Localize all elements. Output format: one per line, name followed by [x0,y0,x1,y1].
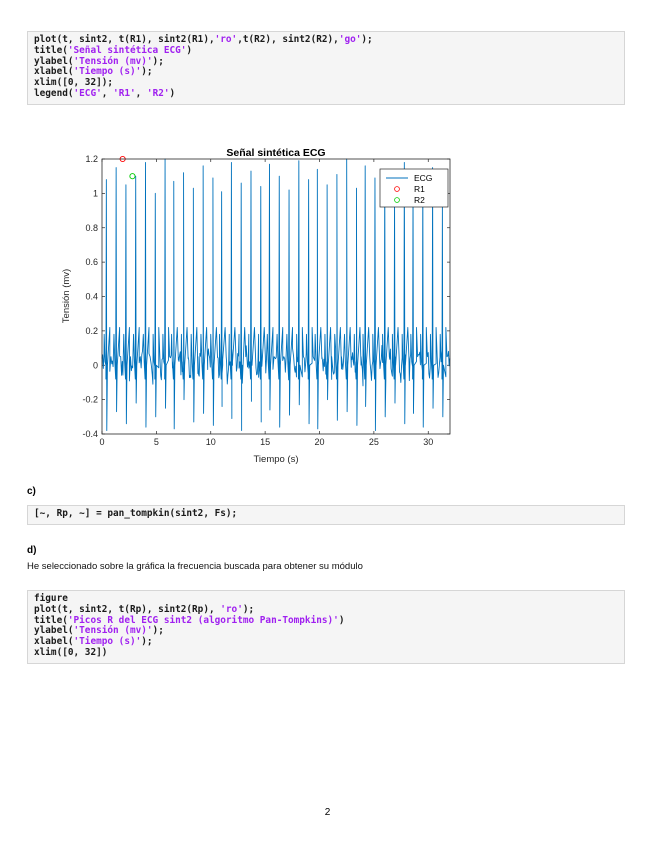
code-text: legend( [34,87,74,99]
legend-swatch [394,186,400,192]
code-string: 'go' [338,34,362,45]
x-tick-label: 5 [154,437,159,447]
code-line: title('Picos R del ECG sint2 (algoritmo … [34,614,618,627]
code-text: figure [34,593,68,604]
section-d-label: d) [27,545,37,556]
code-block-plot: plot(t, sint2, t(R1), sint2(R1),'ro',t(R… [27,31,625,105]
code-text: title( [34,614,68,626]
r2-marker [129,173,136,180]
code-line: xlim([0, 32]) [34,646,618,659]
code-text: ) [186,44,193,56]
code-text: xlim([0, 32]); [34,77,114,89]
code-text: ); [152,55,164,67]
code-line: xlabel('Tiempo (s)'); [34,636,618,648]
code-line: plot(t, sint2, t(Rp), sint2(Rp), 'ro'); [34,603,618,616]
code-text: xlim([0, 32]) [34,646,108,658]
code-text: ) [169,87,176,99]
code-text: ); [361,34,373,45]
code-text: xlabel( [34,66,74,78]
legend-label: ECG [414,173,432,183]
section-d-text: He seleccionado sobre la gráfica la frec… [27,561,363,572]
code-text: ); [141,636,153,648]
ecg-series-line [101,158,451,432]
code-string: 'Señal sintética ECG' [67,44,187,56]
y-tick-label: -0.4 [82,429,98,439]
axis-ticks: 0 5 10 15 20 25 30 -0.4 -0.2 0 0.2 0.4 0.6 0.8 1 1.2 [82,154,450,447]
code-line: title('Señal sintética ECG') [34,44,618,57]
code-text: plot(t, sint2, t(Rp), sint2(Rp), [34,603,221,615]
ecg-chart: 0 5 10 15 20 25 30 -0.4 -0.2 0 0.2 0.4 0.6 0.8 1 1.2 Se… [55,140,475,465]
code-string: 'ro' [214,34,238,45]
code-line: [~, Rp, ~] = pan_tompkin(sint2, Fs); [34,508,618,520]
code-text: ); [152,625,164,637]
code-string: 'R2' [146,87,170,99]
y-tick-label: 1 [93,188,98,198]
code-text: , [101,87,114,99]
axes-box [101,158,451,435]
chart-title: Señal sintética ECG [226,147,325,159]
code-text: ) [338,614,345,626]
code-text: [~, Rp, ~] = pan_tompkin(sint2, Fs); [34,508,238,519]
code-line: ylabel('Tensión (mv)'); [34,55,618,68]
y-tick-label: 0.2 [85,326,98,336]
code-line: legend('ECG', 'R1', 'R2') [34,87,618,100]
code-line: ylabel('Tensión (mv)'); [34,625,618,637]
page-number: 2 [324,807,331,818]
code-text: ); [242,603,255,615]
code-line: figure [34,593,618,605]
y-tick-label: 1.2 [85,154,98,164]
code-line: xlim([0, 32]); [34,77,618,89]
code-block-pan-tompkin: [~, Rp, ~] = pan_tompkin(sint2, Fs); [27,505,625,525]
x-tick-label: 30 [423,437,433,447]
code-string: 'Tiempo (s)' [73,66,142,78]
legend-label: R1 [414,184,425,194]
code-string: 'Tensión (mv)' [73,625,153,637]
code-line: xlabel('Tiempo (s)'); [34,66,618,78]
code-text: ); [141,66,153,78]
section-c-label: c) [27,486,36,497]
y-axis-label: Tensión (mv) [61,269,72,323]
code-string: 'R1' [113,87,136,99]
code-text: ,t(R2), sint2(R2), [237,34,339,45]
x-axis-label: Tiempo (s) [253,454,298,465]
code-line: plot(t, sint2, t(R1), sint2(R1),'ro',t(R… [34,34,618,46]
y-tick-label: 0.4 [85,292,98,302]
x-tick-label: 15 [260,437,270,447]
code-block-figure: figure plot(t, sint2, t(Rp), sint2(Rp), '… [27,590,625,664]
y-tick-label: -0.2 [82,395,98,405]
y-tick-label: 0.6 [85,257,98,267]
code-text: , [135,87,147,99]
code-text: xlabel( [34,636,74,648]
legend-label: R2 [414,195,425,205]
code-text: plot(t, sint2, t(R1), sint2(R1), [34,34,215,45]
x-tick-label: 10 [206,437,216,447]
legend-box [379,168,449,208]
x-tick-label: 20 [314,437,324,447]
code-text: title( [34,44,68,56]
code-string: 'ro' [220,603,243,615]
legend-swatch [394,197,400,203]
code-text: ylabel( [34,55,74,67]
code-string: 'Picos R del ECG sint2 (algoritmo Pan-To… [67,614,339,626]
x-tick-label: 25 [369,437,379,447]
x-tick-label: 0 [99,437,104,447]
code-string: 'ECG' [73,87,102,99]
code-text: ylabel( [34,625,74,637]
y-tick-label: 0 [93,360,98,370]
code-string: 'Tensión (mv)' [73,55,153,67]
y-tick-label: 0.8 [85,223,98,233]
code-string: 'Tiempo (s)' [73,636,142,648]
